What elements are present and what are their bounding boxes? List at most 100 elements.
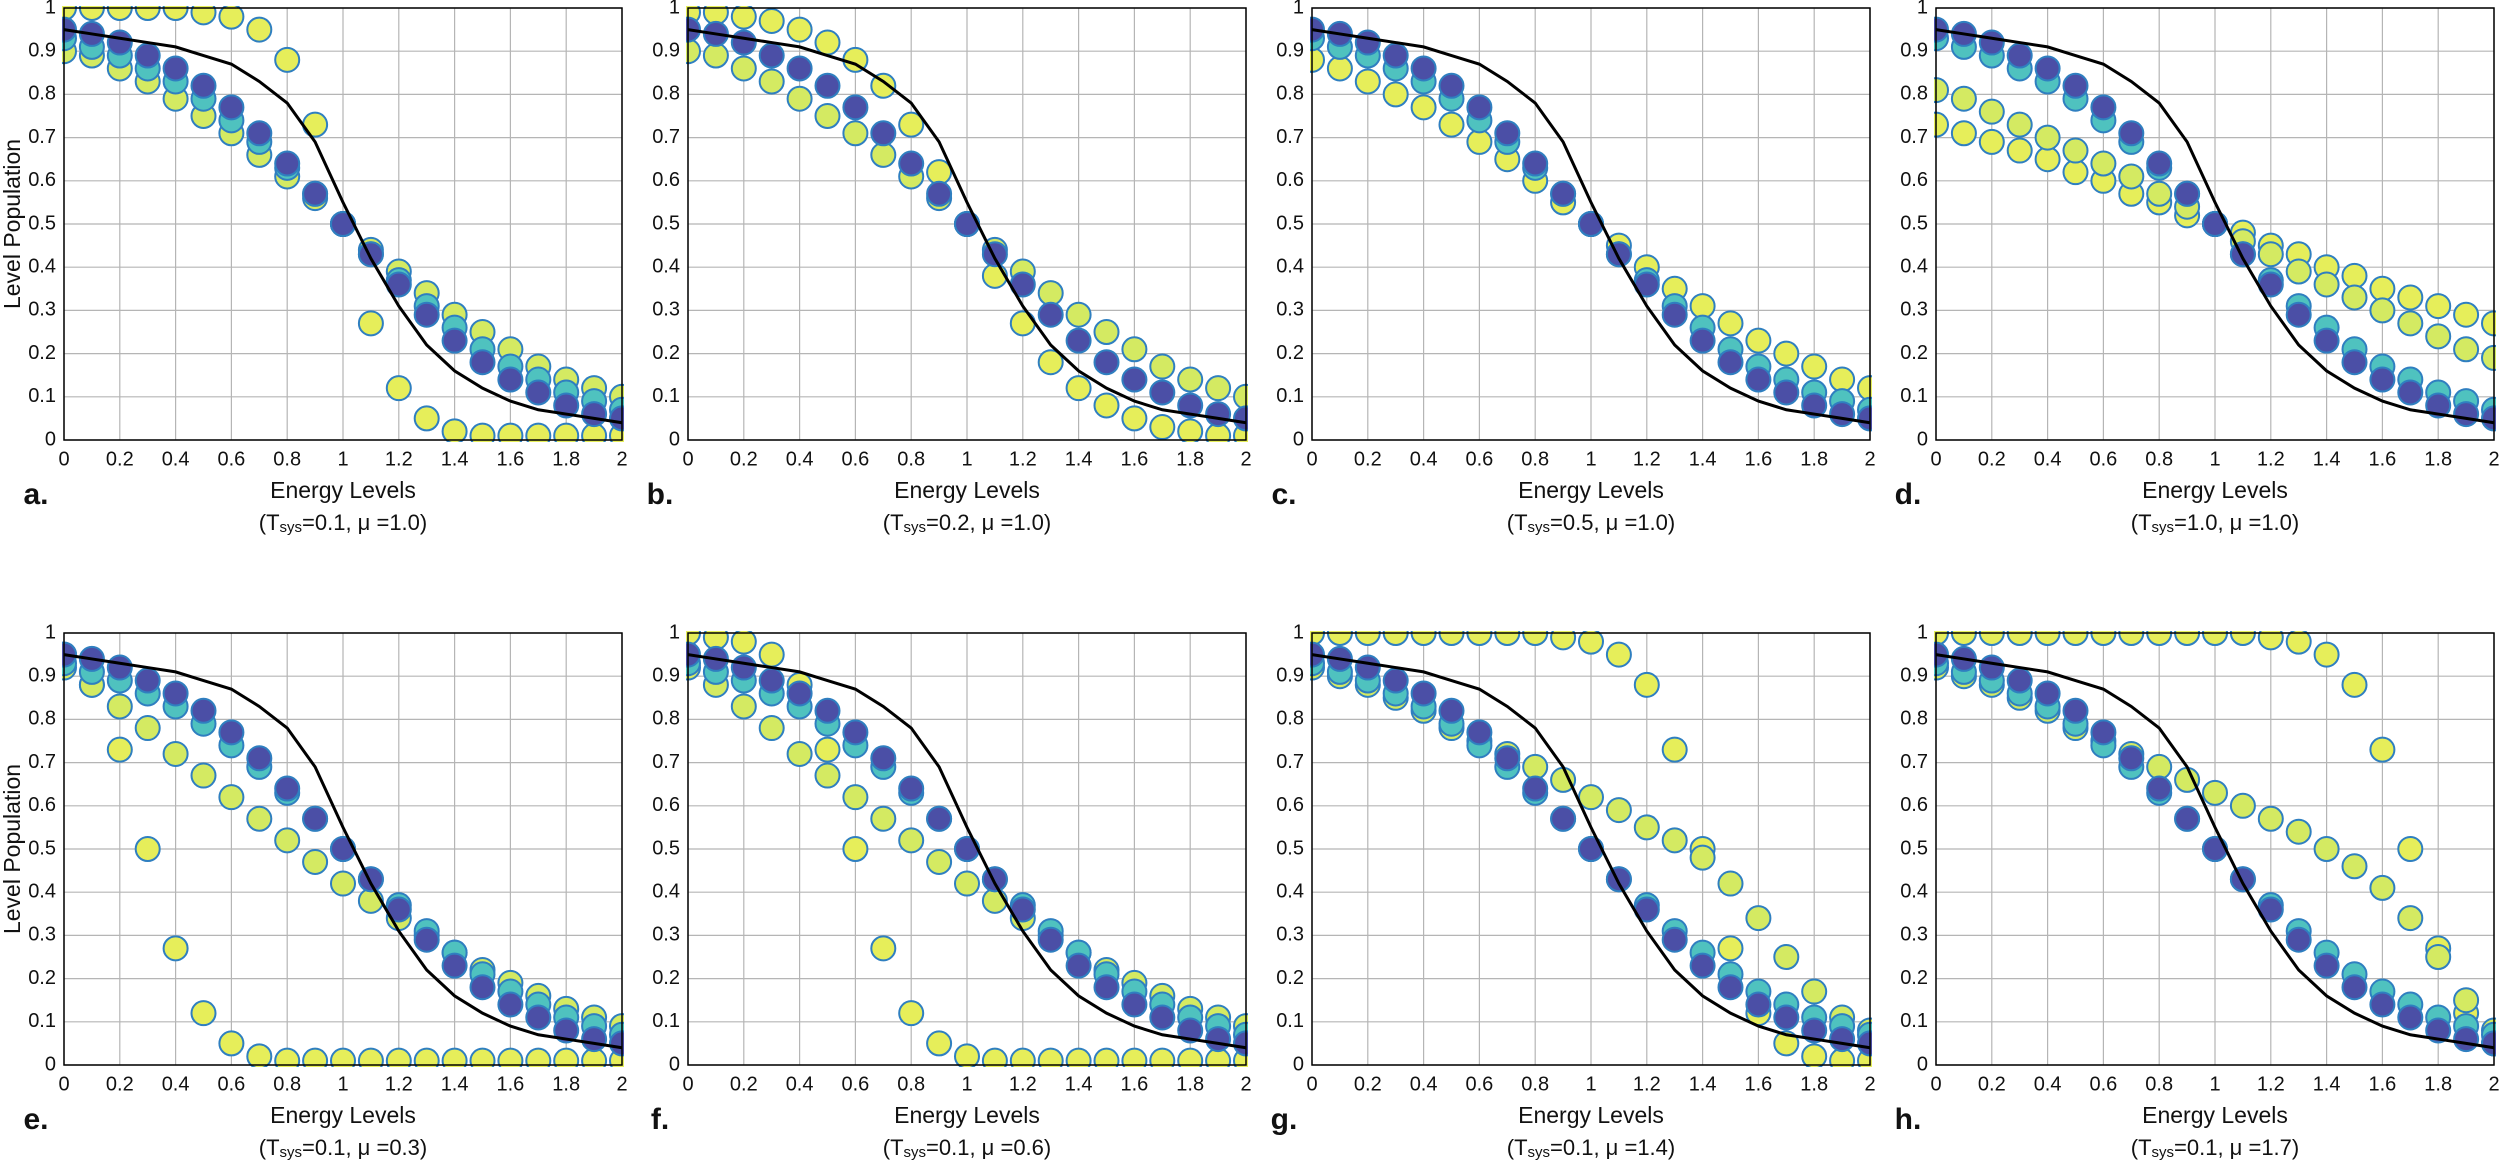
x-tick-label: 0 xyxy=(58,448,69,470)
data-point xyxy=(1661,827,1688,854)
data-point xyxy=(106,693,133,720)
data-point xyxy=(218,6,245,30)
y-tick-label: 0.6 xyxy=(1276,169,1304,191)
data-point xyxy=(1009,310,1036,337)
data-point xyxy=(2453,336,2480,363)
y-tick-label: 0.3 xyxy=(652,299,680,321)
data-point xyxy=(954,836,980,862)
data-point xyxy=(2397,379,2424,406)
data-point xyxy=(981,241,1008,268)
data-point xyxy=(2481,1030,2496,1057)
x-tick-label: 0.2 xyxy=(1354,448,1382,470)
data-point xyxy=(302,111,329,138)
data-point xyxy=(870,935,897,962)
data-point xyxy=(1354,654,1381,681)
data-point xyxy=(758,667,785,694)
data-point xyxy=(1801,978,1828,1005)
data-point xyxy=(1121,366,1148,393)
data-point xyxy=(926,159,953,186)
data-point xyxy=(497,991,524,1018)
data-point xyxy=(1578,784,1604,811)
data-point xyxy=(1978,98,2005,125)
data-point xyxy=(2285,631,2312,655)
data-point xyxy=(162,680,189,707)
line-series xyxy=(687,28,1247,425)
data-point xyxy=(2062,697,2089,724)
data-point xyxy=(2118,163,2145,190)
data-point xyxy=(2006,667,2033,694)
x-tick-label: 1.4 xyxy=(2313,1073,2341,1095)
x-tick-label: 1.4 xyxy=(1065,448,1093,470)
x-tick-label: 0.6 xyxy=(841,448,869,470)
y-tick-label: 0 xyxy=(1293,428,1304,450)
data-point xyxy=(581,1026,608,1053)
data-point xyxy=(1177,1017,1204,1044)
y-tick-label: 0.1 xyxy=(652,385,680,407)
data-point xyxy=(274,775,301,802)
panel: 0 0.2 0.4 0.6 0.8 1 1.2 1.4 1.6 1.8 2 0 0.1 0.2 0.3 0.4… xyxy=(0,621,628,1160)
data-point xyxy=(413,1047,440,1067)
y-tick-label: 1 xyxy=(669,621,680,643)
data-layer xyxy=(1934,631,2496,1057)
data-point xyxy=(2453,301,2480,328)
panel: 0 0.2 0.4 0.6 0.8 1 1.2 1.4 1.6 1.8 2 0 0.1 0.2 0.3 0.4… xyxy=(1895,621,2500,1160)
data-layer xyxy=(686,631,1248,1067)
data-point xyxy=(581,422,608,442)
x-tick-label: 0.6 xyxy=(841,1073,869,1095)
caption-part: =0.2, μ =1.0) xyxy=(926,510,1051,535)
y-tick-label: 0.9 xyxy=(1276,39,1304,61)
data-point xyxy=(730,29,757,56)
y-tick-label: 0.4 xyxy=(28,255,56,277)
data-point xyxy=(2034,55,2061,82)
data-point xyxy=(981,1047,1008,1067)
data-point xyxy=(2034,680,2061,707)
y-tick-label: 0.9 xyxy=(652,39,680,61)
caption-part: =0.1, μ =0.3) xyxy=(302,1135,427,1160)
data-point xyxy=(814,29,841,56)
data-point xyxy=(218,784,245,811)
y-tick-label: 0.6 xyxy=(1900,794,1928,816)
data-point xyxy=(2257,241,2284,268)
x-tick-label: 1.8 xyxy=(1800,1073,1828,1095)
data-point xyxy=(1578,631,1604,655)
data-point xyxy=(842,836,869,862)
data-point xyxy=(1773,379,1800,406)
data-point xyxy=(1950,85,1977,112)
y-tick-label: 1 xyxy=(45,0,56,18)
x-tick-label: 1 xyxy=(337,1073,348,1095)
data-point xyxy=(870,120,897,147)
x-tick-label: 1.4 xyxy=(1689,448,1717,470)
x-tick-label: 1.2 xyxy=(385,448,413,470)
data-point xyxy=(357,866,384,893)
data-point xyxy=(2397,310,2424,337)
data-point xyxy=(274,150,301,177)
data-point xyxy=(1745,991,1772,1018)
data-point xyxy=(2229,241,2256,268)
data-point xyxy=(1065,301,1092,328)
data-point xyxy=(1801,1043,1828,1067)
data-point xyxy=(758,715,785,742)
data-point xyxy=(246,16,273,43)
data-point xyxy=(1037,301,1064,328)
x-tick-label: 1.8 xyxy=(2424,448,2452,470)
y-tick-label: 0.5 xyxy=(1900,837,1928,859)
data-point xyxy=(1121,336,1148,363)
data-point xyxy=(1149,1004,1176,1031)
x-tick-label: 0.4 xyxy=(1410,448,1438,470)
data-point xyxy=(553,392,580,419)
data-point xyxy=(469,974,496,1001)
y-tick-label: 1 xyxy=(45,621,56,643)
data-point xyxy=(1829,401,1856,428)
data-point xyxy=(330,211,356,237)
y-tick-label: 0.6 xyxy=(652,794,680,816)
data-point xyxy=(2341,671,2368,698)
data-point xyxy=(1354,29,1381,56)
x-tick-label: 2 xyxy=(2488,448,2499,470)
y-tick-label: 0.9 xyxy=(28,39,56,61)
y-tick-label: 0.9 xyxy=(1900,664,1928,686)
data-point xyxy=(870,745,897,772)
x-tick-label: 0.8 xyxy=(2145,1073,2173,1095)
x-tick-label: 1.2 xyxy=(2257,1073,2285,1095)
data-point xyxy=(2313,836,2340,862)
